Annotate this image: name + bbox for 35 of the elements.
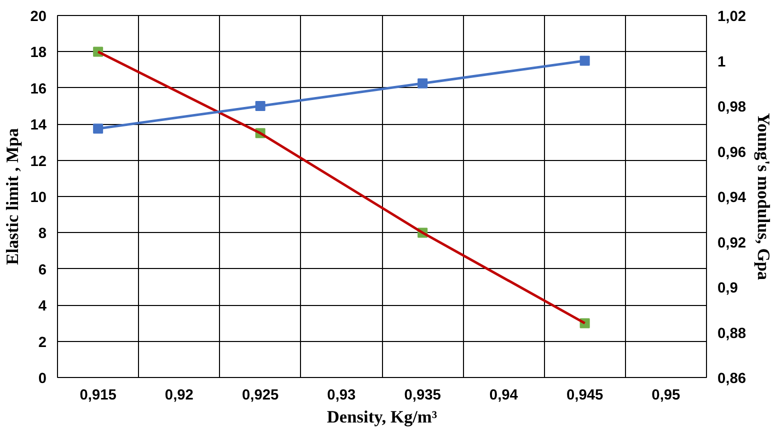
y2-axis-title: Young's modulus, Gpa — [754, 112, 774, 280]
y-tick-label: 10 — [30, 190, 47, 206]
x-tick-label: 0,93 — [327, 388, 356, 404]
y-tick-label: 14 — [30, 118, 48, 134]
x-tick-label: 0,925 — [242, 388, 279, 404]
y2-tick-label: 1,02 — [718, 9, 746, 25]
point — [580, 56, 590, 66]
y2-tick-label: 0,86 — [718, 371, 746, 387]
y-tick-label: 4 — [38, 298, 48, 315]
y2-tick-label: 0,88 — [718, 326, 746, 342]
y2-tick-label: 0,94 — [718, 190, 747, 206]
y-tick-label: 16 — [30, 81, 47, 98]
y-tick-label: 18 — [30, 45, 47, 62]
x-tick-label: 0,945 — [566, 388, 604, 404]
y2-tick-label: 1 — [718, 54, 726, 70]
x-axis-title: Density, Kg/m³ — [326, 408, 438, 426]
x-tick-label: 0,935 — [404, 388, 441, 404]
y-axis-title: Elastic limit , Mpa — [3, 128, 22, 265]
x-tick-label: 0,95 — [652, 388, 680, 404]
y-tick-label: 8 — [38, 226, 47, 242]
y2-tick-label: 0,96 — [718, 144, 746, 161]
y-tick-label: 12 — [30, 154, 47, 170]
x-tick-label: 0,915 — [80, 388, 116, 404]
y-tick-label: 2 — [38, 334, 47, 351]
point — [93, 124, 104, 134]
x-tick-label: 0,92 — [164, 388, 194, 404]
y2-tick-label: 0,9 — [718, 280, 738, 296]
y2-tick-label: 0,98 — [718, 100, 746, 116]
y2-tick-label: 0,92 — [718, 235, 746, 252]
y-tick-label: 6 — [38, 262, 47, 278]
point — [255, 101, 266, 111]
point — [418, 78, 428, 88]
x-tick-label: 0,94 — [489, 388, 519, 404]
y-tick-label: 20 — [30, 9, 47, 25]
y-tick-label: 0 — [38, 371, 47, 387]
